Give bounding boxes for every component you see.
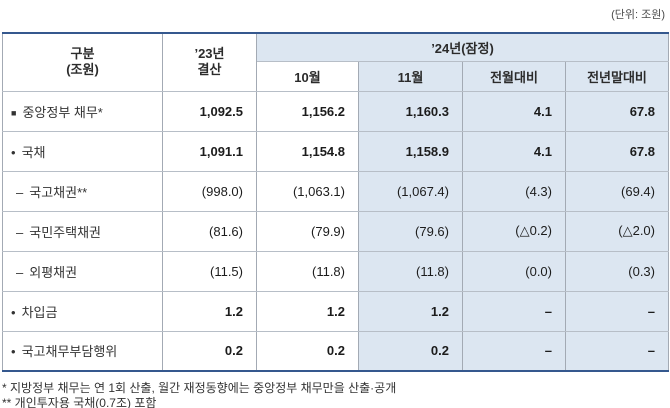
header-october: 10월: [256, 60, 359, 92]
table-row-borrowings: • 차입금 1.2 1.2 1.2 – –: [2, 290, 669, 332]
value-cell: (△0.2): [462, 210, 566, 252]
value-cell: 1.2: [256, 290, 359, 332]
value-cell: (1,063.1): [256, 170, 359, 212]
row-label: 중앙정부 채무*: [22, 104, 103, 120]
dot-bullet-icon: •: [11, 144, 16, 160]
value-cell: 1,092.5: [162, 90, 257, 132]
header-category: 구분 (조원): [2, 32, 163, 92]
value-cell: 1,158.9: [358, 130, 463, 172]
header-fy23-line2: 결산: [197, 62, 222, 78]
dash-bullet-icon: –: [16, 264, 24, 280]
square-bullet-icon: ■: [11, 107, 17, 118]
header-november: 11월: [358, 60, 463, 92]
dash-bullet-icon: –: [16, 184, 24, 200]
value-cell: 1.2: [162, 290, 257, 332]
dot-bullet-icon: •: [11, 344, 16, 360]
row-label: 국고채무부담행위: [21, 344, 118, 360]
row-label-cell: – 국고채권**: [2, 170, 163, 212]
value-cell: 1,160.3: [358, 90, 463, 132]
row-label-cell: • 국채: [2, 130, 163, 172]
value-cell: (11.8): [358, 250, 463, 292]
value-cell: 1,156.2: [256, 90, 359, 132]
table-row-central-govt-debt: ■ 중앙정부 채무* 1,092.5 1,156.2 1,160.3 4.1 67…: [2, 90, 669, 132]
dash-bullet-icon: –: [16, 224, 24, 240]
header-category-line2: (조원): [66, 62, 99, 78]
table-row-housing-bonds: – 국민주택채권 (81.6) (79.9) (79.6) (△0.2) (△2.…: [2, 210, 669, 252]
row-label-cell: – 외평채권: [2, 250, 163, 292]
value-cell: 67.8: [565, 130, 669, 172]
value-cell: (1,067.4): [358, 170, 463, 212]
row-label-cell: ■ 중앙정부 채무*: [2, 90, 163, 132]
value-cell: 1,154.8: [256, 130, 359, 172]
footnotes: * 지방정부 채무는 연 1회 산출, 월간 재정동향에는 중앙정부 채무만을 …: [2, 381, 670, 408]
value-cell: 0.2: [358, 330, 463, 372]
value-cell: 4.1: [462, 130, 566, 172]
row-label-cell: • 국고채무부담행위: [2, 330, 163, 372]
table-row-national-bonds: • 국채 1,091.1 1,154.8 1,158.9 4.1 67.8: [2, 130, 669, 172]
value-cell: (998.0): [162, 170, 257, 212]
value-cell: (0.3): [565, 250, 669, 292]
value-cell: –: [462, 330, 566, 372]
value-cell: (69.4): [565, 170, 669, 212]
value-cell: –: [565, 290, 669, 332]
table-row-fx-stabilization-bonds: – 외평채권 (11.5) (11.8) (11.8) (0.0) (0.3): [2, 250, 669, 292]
unit-label: (단위: 조원): [611, 9, 665, 21]
header-fy23-settlement: ’23년 결산: [162, 32, 257, 92]
table-row-debt-assumption: • 국고채무부담행위 0.2 0.2 0.2 – –: [2, 330, 669, 372]
dot-bullet-icon: •: [11, 304, 16, 320]
value-cell: (0.0): [462, 250, 566, 292]
header-category-line1: 구분: [70, 46, 95, 62]
row-label: 국채: [21, 144, 46, 160]
value-cell: 1,091.1: [162, 130, 257, 172]
value-cell: 0.2: [162, 330, 257, 372]
value-cell: (79.9): [256, 210, 359, 252]
footnote-2: ** 개인투자용 국채(0.7조) 포함: [2, 396, 157, 408]
table-row-treasury-bonds: – 국고채권** (998.0) (1,063.1) (1,067.4) (4.3…: [2, 170, 669, 212]
value-cell: (81.6): [162, 210, 257, 252]
row-label: 외평채권: [29, 264, 78, 280]
row-label-cell: – 국민주택채권: [2, 210, 163, 252]
header-mom-change: 전월대비: [462, 60, 566, 92]
value-cell: (79.6): [358, 210, 463, 252]
row-label: 국고채권**: [29, 184, 88, 200]
header-ytd-change: 전년말대비: [565, 60, 669, 92]
value-cell: 0.2: [256, 330, 359, 372]
value-cell: (4.3): [462, 170, 566, 212]
value-cell: (11.8): [256, 250, 359, 292]
value-cell: (11.5): [162, 250, 257, 292]
row-label-cell: • 차입금: [2, 290, 163, 332]
header-fy24-group: ’24년(잠정): [256, 32, 669, 62]
row-label: 차입금: [21, 304, 58, 320]
value-cell: –: [565, 330, 669, 372]
value-cell: 4.1: [462, 90, 566, 132]
govt-debt-table: 구분 (조원) ’23년 결산 ’24년(잠정) 10월 11월 전월대비 전년…: [2, 32, 669, 372]
footnote-1: * 지방정부 채무는 연 1회 산출, 월간 재정동향에는 중앙정부 채무만을 …: [2, 381, 397, 395]
header-fy23-line1: ’23년: [194, 46, 225, 62]
value-cell: (△2.0): [565, 210, 669, 252]
value-cell: –: [462, 290, 566, 332]
value-cell: 67.8: [565, 90, 669, 132]
row-label: 국민주택채권: [29, 224, 101, 240]
value-cell: 1.2: [358, 290, 463, 332]
